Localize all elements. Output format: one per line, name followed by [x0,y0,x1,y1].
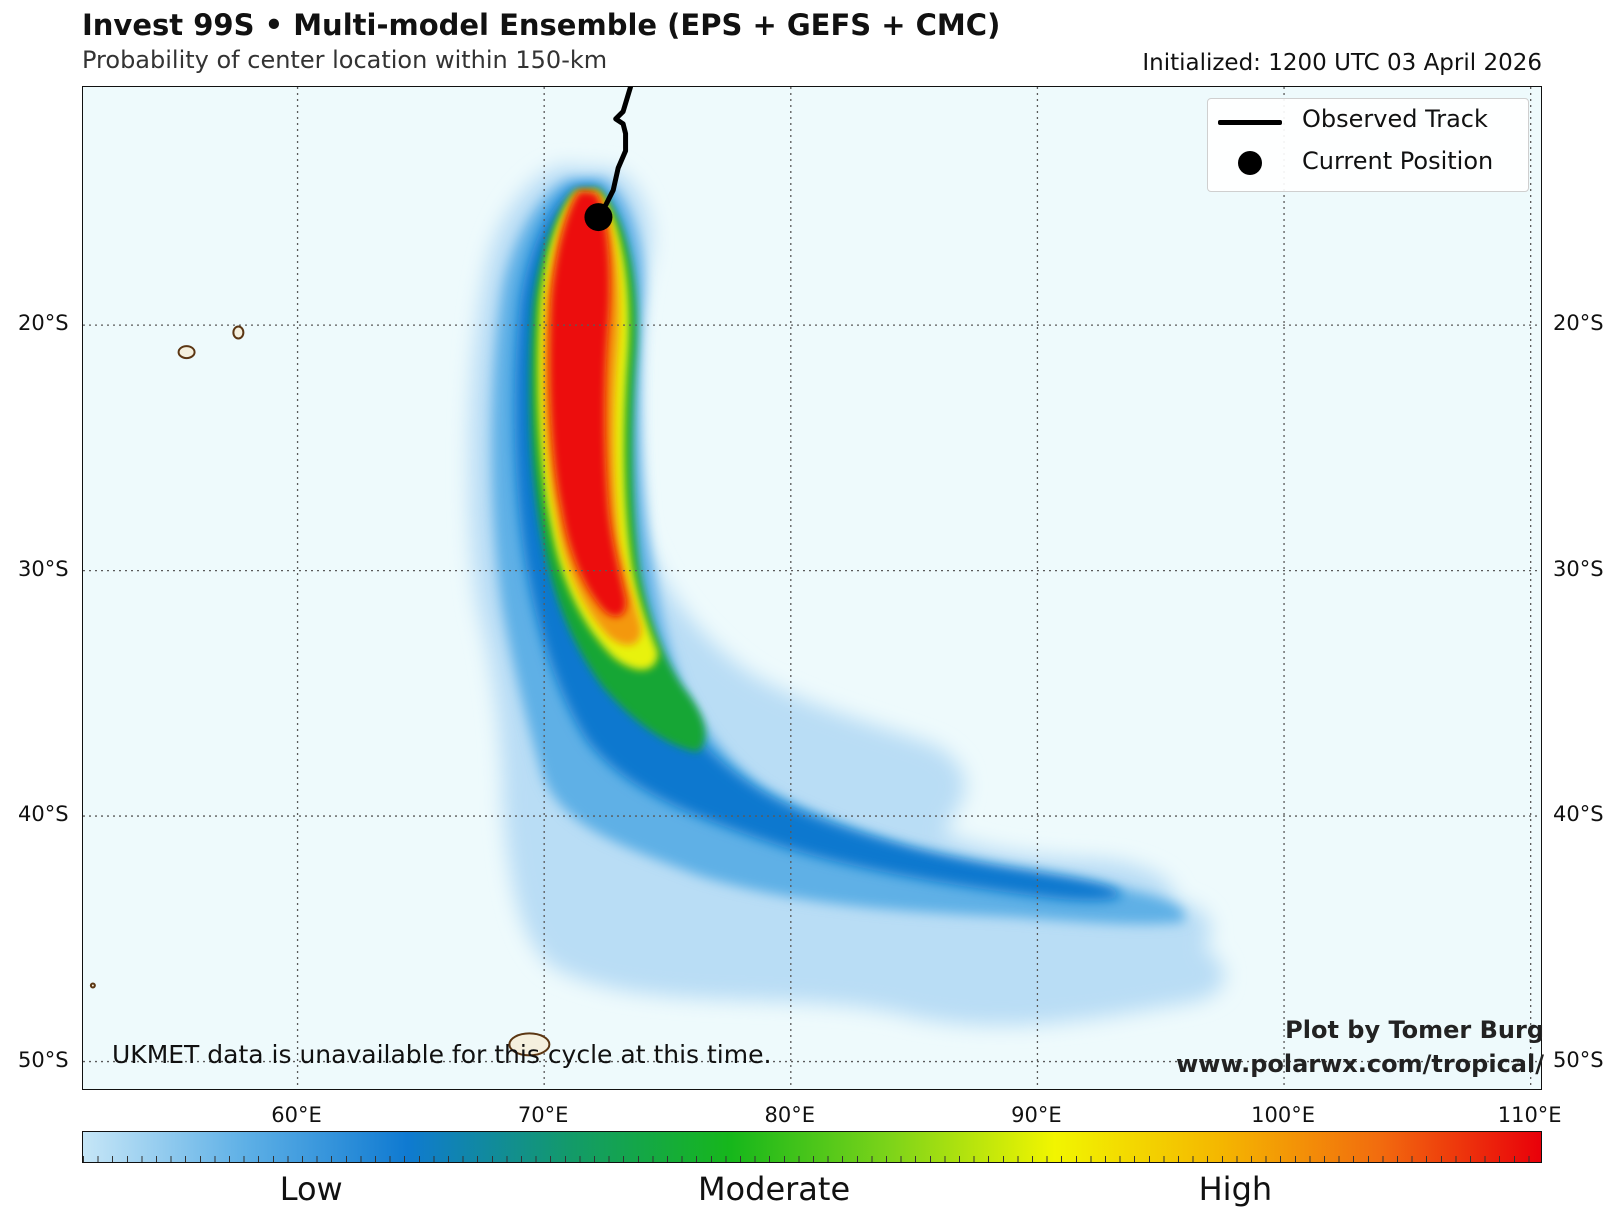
probability-plume [469,165,1225,1026]
lon-label: 80°E [764,1103,816,1127]
observed-track-line [595,87,633,220]
lon-label: 60°E [271,1103,322,1127]
probability-colorbar [82,1131,1542,1163]
credit-url: www.polarwx.com/tropical/ [1176,1050,1544,1078]
island-kerguelen [508,1032,551,1057]
credit-name: Plot by Tomer Burg [1285,1016,1544,1044]
legend-label-current-position: Current Position [1302,147,1494,175]
legend-item-current-position: Current Position [1208,143,1528,183]
lat-label-left: 30°S [18,556,69,581]
legend-item-observed-track: Observed Track [1208,101,1528,141]
track-line-swatch [1218,120,1282,125]
island-reunion [177,345,196,360]
lat-label-left: 50°S [18,1047,69,1072]
position-dot-swatch [1238,151,1262,175]
lon-label: 90°E [1011,1103,1062,1127]
island-mauritius [232,325,245,340]
legend-label-observed-track: Observed Track [1302,105,1488,133]
map-title: Invest 99S • Multi-model Ensemble (EPS +… [82,8,1001,42]
lat-label-left: 40°S [18,802,69,827]
probability-map [82,86,1542,1090]
lat-label-right: 50°S [1553,1047,1604,1072]
lon-label: 100°E [1251,1103,1315,1127]
lat-label-right: 40°S [1553,802,1604,827]
current-position-marker [584,203,613,232]
plume-red [549,191,627,617]
ukmet-note: UKMET data is unavailable for this cycle… [112,1040,772,1069]
initialized-time: Initialized: 1200 UTC 03 April 2026 [1142,50,1542,76]
lat-label-left: 20°S [18,311,69,336]
lon-label: 110°E [1497,1103,1562,1127]
lat-label-right: 20°S [1553,311,1604,336]
map-legend: Observed Track Current Position [1207,98,1529,192]
colorbar-label-moderate: Moderate [697,1170,851,1208]
colorbar-label-low: Low [279,1170,343,1208]
colorbar-ticks [83,1156,1541,1162]
colorbar-label-high: High [1198,1170,1273,1208]
lat-label-right: 30°S [1553,556,1604,581]
map-subtitle: Probability of center location within 15… [82,46,608,74]
map-canvas [83,87,1541,1089]
island-marion [89,982,96,989]
lon-label: 70°E [517,1103,569,1127]
land-islands [89,325,551,1057]
